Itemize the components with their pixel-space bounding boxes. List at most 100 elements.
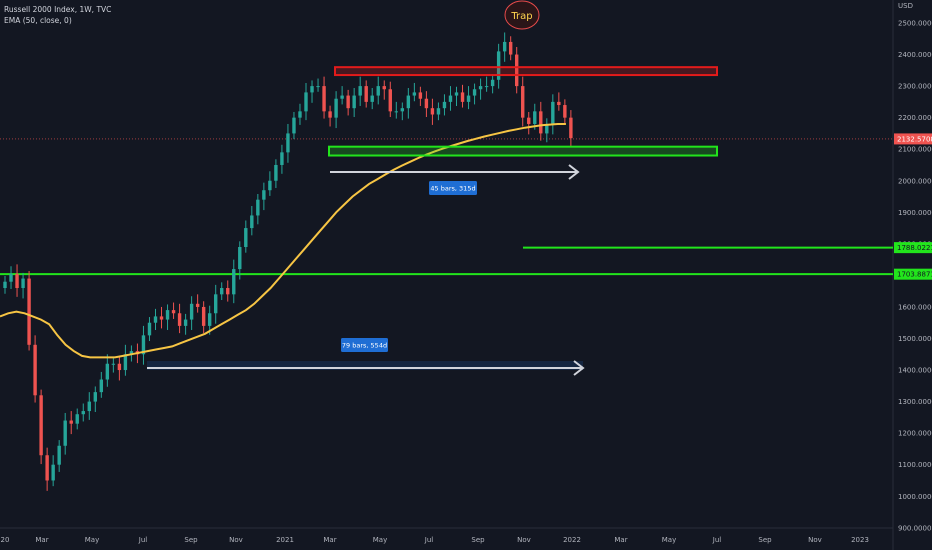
candle-body <box>478 86 483 90</box>
x-tick-label: Sep <box>184 536 198 544</box>
candle-body <box>400 108 405 112</box>
candle-body <box>533 111 537 124</box>
x-tick-label: 2021 <box>276 536 294 544</box>
candle-body <box>352 95 356 109</box>
candle-body <box>364 86 368 102</box>
candle-body <box>358 86 362 96</box>
range-band-79 <box>147 361 583 370</box>
time-axis[interactable]: 20 Mar May Jul Sep Nov 2021 Mar May Jul Sep Nov 2022… <box>1 536 869 544</box>
candle-body <box>569 117 573 139</box>
candle-body <box>177 313 182 326</box>
candle-body <box>442 101 447 109</box>
candle-body <box>214 294 218 314</box>
x-tick-label: 20 <box>1 536 10 544</box>
last-price-label: 2132.5708 <box>897 135 932 143</box>
candle-body <box>563 105 567 118</box>
candle-body <box>424 98 429 109</box>
candle-body <box>515 54 519 87</box>
x-tick-label: Nov <box>808 536 822 544</box>
candle-body <box>189 303 194 320</box>
resistance-zone <box>334 66 718 77</box>
y-tick-label: 1200.0000 <box>898 430 932 438</box>
last-price-badge <box>894 133 932 145</box>
annotations[interactable]: Trap 45 bars, 315d 79 bars, 554d <box>147 0 585 376</box>
candle-body <box>111 363 116 365</box>
candle-body <box>238 247 242 270</box>
candle-body <box>292 117 296 134</box>
support-zone <box>328 145 718 157</box>
candle-body <box>557 101 561 106</box>
x-tick-label: May <box>85 536 99 544</box>
candle-body <box>521 86 525 118</box>
candle-body <box>195 303 200 307</box>
range-badge-45 <box>429 181 477 195</box>
candle-body <box>460 92 465 102</box>
x-tick-label: Jul <box>138 536 148 544</box>
candle-body <box>280 152 284 165</box>
candle-body <box>159 316 164 320</box>
y-tick-label: 1600.0000 <box>898 303 932 311</box>
candle-body <box>256 199 260 216</box>
candles <box>3 32 573 491</box>
candle-body <box>226 288 230 295</box>
candle-body <box>322 86 326 112</box>
ema-50-line <box>0 123 566 359</box>
trap-label: Trap <box>510 11 532 22</box>
trap-callout <box>504 0 540 30</box>
y-tick-label: 2500.0000 <box>898 20 932 28</box>
candle-body <box>15 273 19 289</box>
candle-body <box>334 98 338 118</box>
x-tick-label: Mar <box>323 536 336 544</box>
x-tick-label: Mar <box>35 536 48 544</box>
candle-body <box>448 95 453 102</box>
candle-body <box>370 95 374 102</box>
x-tick-label: Nov <box>229 536 243 544</box>
range-arrowhead-45 <box>568 164 580 180</box>
candle-body <box>328 111 332 118</box>
symbol-legend[interactable]: Russell 2000 Index, 1W, TVC <box>4 5 112 14</box>
candle-body <box>298 111 302 118</box>
candle-body <box>508 41 513 55</box>
candle-body <box>171 310 176 314</box>
candle-body <box>147 322 152 336</box>
candle-body <box>57 445 61 465</box>
ema-line <box>0 123 566 359</box>
candle-body <box>394 111 398 113</box>
y-tick-label: 1900.0000 <box>898 209 932 217</box>
candle-body <box>382 86 386 90</box>
candle-body <box>123 354 128 371</box>
horizontal-levels[interactable] <box>0 138 893 276</box>
x-tick-label: Jul <box>712 536 722 544</box>
candle-body <box>153 316 158 323</box>
candle-body <box>27 278 31 345</box>
candle-body <box>99 379 104 393</box>
x-tick-label: May <box>373 536 387 544</box>
y-tick-label: 2300.0000 <box>898 83 932 91</box>
candle-body <box>346 95 350 109</box>
range-badge-79 <box>341 338 388 352</box>
candle-body <box>388 89 392 112</box>
candle-body <box>3 281 7 289</box>
level-price-label: 1788.0221 <box>897 244 932 252</box>
price-axis[interactable]: 900.0000 1000.0000 1100.0000 1200.0000 1300.… <box>894 2 932 532</box>
y-tick-label: 2200.0000 <box>898 114 932 122</box>
candle-body <box>376 86 380 96</box>
candle-body <box>9 273 13 282</box>
candle-body <box>93 392 97 402</box>
candle-body <box>220 288 224 295</box>
candle-body <box>262 190 266 200</box>
candle-body <box>39 395 43 456</box>
candle-body <box>75 414 79 424</box>
candle-body <box>244 228 248 248</box>
y-tick-label: 1100.0000 <box>898 461 932 469</box>
candle-body <box>430 108 435 115</box>
candle-body <box>81 411 85 415</box>
x-tick-label: 2022 <box>563 536 581 544</box>
indicator-legend[interactable]: EMA (50, close, 0) <box>4 16 72 25</box>
candle-body <box>340 95 344 99</box>
candle-body <box>502 41 507 52</box>
candle-body <box>87 401 91 412</box>
zones[interactable] <box>328 66 718 157</box>
candle-body <box>250 215 254 229</box>
